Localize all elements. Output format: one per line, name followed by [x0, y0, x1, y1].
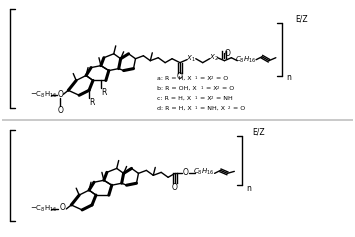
- Text: $_2$: $_2$: [209, 75, 214, 82]
- Text: O: O: [58, 106, 63, 115]
- Text: R: R: [101, 88, 106, 97]
- Text: O: O: [177, 72, 183, 81]
- Text: a: R = H, X: a: R = H, X: [157, 76, 192, 81]
- Text: O: O: [172, 183, 178, 192]
- Text: O: O: [183, 168, 189, 177]
- Text: $C_8H_{16}$: $C_8H_{16}$: [235, 55, 257, 65]
- Text: n: n: [247, 184, 252, 193]
- Text: = O: = O: [219, 86, 234, 91]
- Text: = O: = O: [214, 76, 228, 81]
- Text: R: R: [89, 98, 95, 107]
- Text: E/Z: E/Z: [253, 127, 265, 136]
- Text: $_1$: $_1$: [194, 95, 198, 102]
- Text: $_2$: $_2$: [209, 95, 214, 102]
- Text: $X_2$: $X_2$: [209, 53, 218, 63]
- Text: $X_1$: $X_1$: [186, 54, 196, 64]
- Text: E/Z: E/Z: [295, 15, 308, 24]
- Text: O: O: [58, 90, 63, 99]
- Text: $\mathsf{-C_8H_{16}}$: $\mathsf{-C_8H_{16}}$: [30, 204, 57, 214]
- Text: = X: = X: [198, 96, 211, 101]
- Text: $_1$: $_1$: [194, 75, 198, 82]
- Text: $_1$: $_1$: [200, 85, 204, 92]
- Text: = O: = O: [231, 106, 246, 111]
- Text: = X: = X: [198, 76, 211, 81]
- Text: $_2$: $_2$: [215, 85, 220, 92]
- Text: n: n: [286, 73, 291, 82]
- Text: O: O: [59, 203, 65, 212]
- Text: O: O: [224, 49, 230, 58]
- Text: $\mathsf{-C_8H_{16}}$: $\mathsf{-C_8H_{16}}$: [30, 90, 57, 100]
- Text: c: R = H, X: c: R = H, X: [157, 96, 191, 101]
- Text: $_1$: $_1$: [194, 105, 198, 112]
- Text: $_2$: $_2$: [228, 105, 231, 112]
- Text: = X: = X: [204, 86, 217, 91]
- Text: = NH, X: = NH, X: [198, 106, 225, 111]
- Text: $C_8H_{16}$: $C_8H_{16}$: [193, 167, 214, 178]
- Text: = NH: = NH: [214, 96, 232, 101]
- Text: b: R = OH, X: b: R = OH, X: [157, 86, 197, 91]
- Text: d: R = H, X: d: R = H, X: [157, 106, 192, 111]
